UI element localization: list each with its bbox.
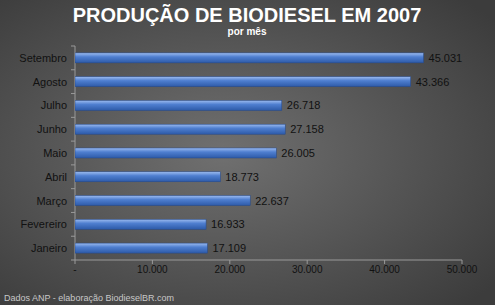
bar	[75, 196, 250, 206]
data-label: 45.031	[429, 52, 463, 64]
subtitle: por mês	[228, 26, 267, 37]
y-tick	[71, 141, 75, 142]
background	[0, 0, 495, 305]
y-tick	[71, 188, 75, 189]
y-tick	[71, 236, 75, 237]
x-tick-label: 20.000	[215, 264, 246, 275]
y-tick	[71, 260, 75, 261]
title: PRODUÇÃO DE BIODIESEL EM 2007	[73, 4, 422, 26]
data-label: 22.637	[255, 195, 289, 207]
y-tick	[71, 46, 75, 47]
y-tick	[71, 69, 75, 70]
category-label: Julho	[41, 99, 67, 111]
category-label: Maio	[43, 147, 67, 159]
data-label: 26.005	[281, 147, 315, 159]
data-label: 26.718	[287, 99, 321, 111]
x-tick-label: 40.000	[369, 264, 400, 275]
data-label: 27.158	[290, 123, 324, 135]
category-label: Junho	[37, 123, 67, 135]
bar	[75, 243, 207, 253]
category-label: Abril	[45, 171, 67, 183]
category-label: Março	[36, 195, 67, 207]
chart: PRODUÇÃO DE BIODIESEL EM 2007por mês - 10.…	[0, 0, 495, 305]
x-tick-label: 30.000	[292, 264, 323, 275]
bar	[75, 53, 424, 63]
category-label: Fevereiro	[21, 218, 67, 230]
x-tick-label: -	[73, 264, 76, 275]
bar	[75, 219, 206, 229]
bars	[75, 53, 424, 253]
bar	[75, 148, 276, 158]
y-tick	[71, 93, 75, 94]
category-label: Agosto	[33, 76, 67, 88]
bar	[75, 172, 220, 182]
data-label: 16.933	[211, 218, 245, 230]
category-label: Setembro	[19, 52, 67, 64]
y-tick	[71, 212, 75, 213]
bar	[75, 77, 411, 87]
x-tick-label: 50.000	[447, 264, 478, 275]
x-tick-label: 10.000	[137, 264, 168, 275]
source-note: Dados ANP - elaboração BiodieselBR.com	[4, 293, 174, 303]
data-label: 17.109	[212, 242, 246, 254]
category-label: Janeiro	[31, 242, 67, 254]
x-axis	[75, 260, 462, 261]
data-label: 18.773	[225, 171, 259, 183]
bar	[75, 124, 285, 134]
data-label: 43.366	[416, 76, 450, 88]
bar	[75, 100, 282, 110]
y-tick	[71, 164, 75, 165]
y-tick	[71, 117, 75, 118]
